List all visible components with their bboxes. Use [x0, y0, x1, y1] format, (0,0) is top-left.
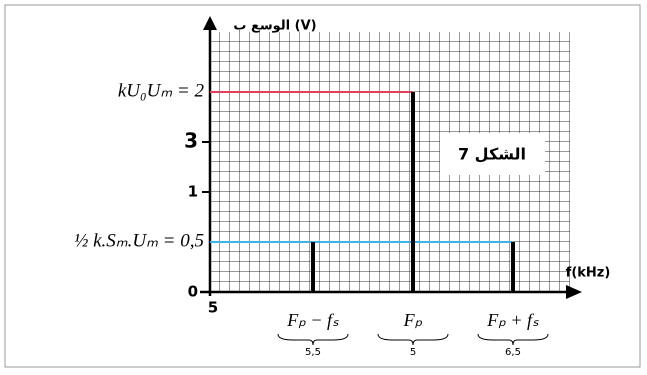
brace — [477, 333, 549, 346]
bar — [311, 242, 315, 292]
y-tick-label: 3 — [184, 129, 198, 153]
reference-label: ½ k.Sₘ.Uₘ = 0,5 — [74, 230, 204, 251]
x-tick-label: Fₚ — [403, 310, 423, 330]
x-sub-label: 5,5 — [305, 347, 321, 358]
y-arrow — [203, 16, 217, 30]
annotation-box — [440, 133, 545, 175]
y-tick-label: 1 — [188, 183, 198, 201]
y-axis-label: الوسع ب (V) — [233, 19, 316, 34]
brace — [377, 333, 449, 346]
x-sub-label: 6,5 — [505, 347, 521, 358]
x-sub-label: 5 — [410, 347, 416, 358]
bar — [511, 242, 515, 292]
x-tick-label: Fₚ + fₛ — [486, 310, 539, 330]
x-arrow — [566, 285, 582, 299]
brace — [277, 333, 349, 346]
x-axis-label: f(kHz) — [566, 266, 611, 281]
bar — [411, 92, 415, 292]
reference-label: kU₀Uₘ = 2 — [118, 80, 205, 101]
x-origin-label: 5 — [208, 299, 218, 317]
x-tick-label: Fₚ − fₛ — [286, 310, 339, 330]
y-tick-label: 0 — [188, 283, 198, 301]
annotation: الشكل 7 — [458, 145, 526, 164]
